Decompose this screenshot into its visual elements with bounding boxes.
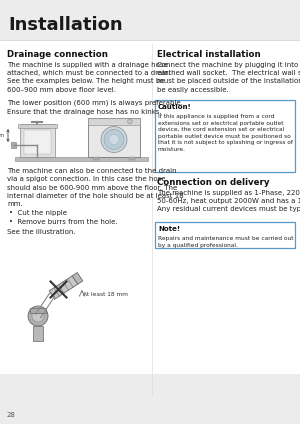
- Bar: [15, 157, 148, 161]
- Bar: [155, 100, 295, 172]
- Bar: [0, 0, 300, 40]
- Text: Caution!: Caution!: [158, 104, 192, 110]
- Bar: [24, 130, 51, 154]
- Text: The machine is supplied with a drainage hose
attached, which must be connected t: The machine is supplied with a drainage …: [7, 62, 171, 93]
- Circle shape: [109, 134, 119, 145]
- Circle shape: [128, 119, 133, 124]
- Polygon shape: [72, 273, 83, 284]
- Text: If this appliance is supplied from a cord
extensions set or electrical portable : If this appliance is supplied from a cor…: [158, 114, 293, 152]
- Text: 600-900mm: 600-900mm: [0, 133, 5, 138]
- Circle shape: [101, 126, 127, 153]
- Text: The lower position (600 mm) is always preferable.
Ensure that the drainage hose : The lower position (600 mm) is always pr…: [7, 100, 183, 115]
- Bar: [11, 142, 16, 148]
- Text: Connection on delivery: Connection on delivery: [157, 178, 269, 187]
- Text: The machine is supplied as 1-Phase, 220-230V,
50-60Hz, heat output 2000W and has: The machine is supplied as 1-Phase, 220-…: [157, 190, 300, 212]
- Bar: [88, 118, 140, 157]
- Bar: [88, 118, 140, 125]
- Text: Electrical installation: Electrical installation: [157, 50, 261, 59]
- Text: •  Cut the nipple: • Cut the nipple: [9, 210, 67, 216]
- Text: Installation: Installation: [8, 16, 123, 34]
- Bar: [129, 157, 135, 160]
- Text: Repairs and maintenance must be carried out
by a qualified professional.: Repairs and maintenance must be carried …: [158, 236, 293, 248]
- Text: Note!: Note!: [158, 226, 180, 232]
- Polygon shape: [49, 276, 78, 299]
- Text: Connect the machine by plugging it into an
earthed wall socket.  The electrical : Connect the machine by plugging it into …: [157, 62, 300, 93]
- Bar: [18, 124, 57, 128]
- Text: At least 18 mm: At least 18 mm: [83, 293, 128, 298]
- Circle shape: [104, 129, 124, 150]
- Circle shape: [28, 306, 48, 326]
- Circle shape: [32, 310, 44, 322]
- Bar: [0, 0, 300, 374]
- Bar: [30, 308, 46, 313]
- Bar: [155, 222, 295, 248]
- Text: The machine can also be connected to the drain
via a spigot connection. In this : The machine can also be connected to the…: [7, 168, 184, 207]
- Bar: [20, 124, 55, 157]
- Bar: [93, 157, 99, 160]
- Text: See the illustration.: See the illustration.: [7, 229, 76, 235]
- Text: 28: 28: [7, 412, 16, 418]
- Text: •  Remove burrs from the hole.: • Remove burrs from the hole.: [9, 219, 118, 225]
- Bar: [33, 326, 43, 341]
- Text: Drainage connection: Drainage connection: [7, 50, 108, 59]
- Bar: [0, 374, 300, 424]
